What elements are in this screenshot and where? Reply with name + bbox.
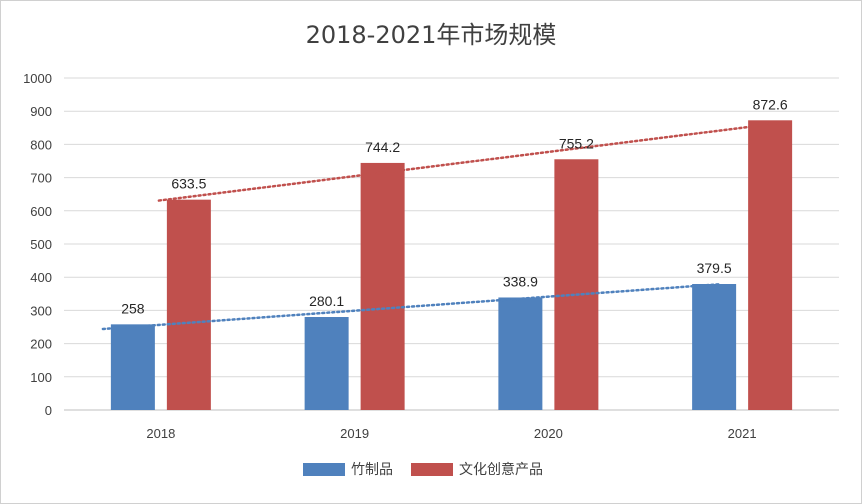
data-label: 338.9 (503, 273, 538, 289)
trendline-bamboo (101, 282, 722, 331)
trendline-cultural (157, 122, 778, 202)
bars (110, 120, 793, 410)
x-tick-label: 2021 (728, 426, 757, 441)
chart-title: 2018-2021年市场规模 (306, 21, 557, 49)
y-tick-label: 1000 (23, 71, 52, 86)
trendlines (101, 122, 778, 331)
x-tick-label: 2020 (534, 426, 563, 441)
legend-swatch (411, 463, 453, 476)
x-axis-ticks: 2018 2019 2020 2021 (146, 426, 756, 441)
bar-cultural-2021 (748, 120, 793, 410)
y-tick-label: 800 (30, 137, 52, 152)
y-tick-label: 500 (30, 237, 52, 252)
bar-bamboo-2020 (498, 297, 543, 410)
y-axis-ticks: 0 100 200 300 400 500 600 700 800 900 1000 (23, 71, 52, 418)
bar-bamboo-2021 (692, 284, 737, 410)
y-tick-label: 100 (30, 370, 52, 385)
data-label: 872.6 (753, 96, 788, 112)
data-label: 633.5 (171, 176, 206, 192)
y-tick-label: 600 (30, 204, 52, 219)
y-tick-label: 900 (30, 104, 52, 119)
data-label: 755.2 (559, 135, 594, 151)
y-tick-label: 300 (30, 303, 52, 318)
bar-bamboo-2018 (110, 324, 155, 410)
y-tick-label: 700 (30, 171, 52, 186)
legend-label: 文化创意产品 (459, 461, 543, 478)
y-tick-label: 400 (30, 270, 52, 285)
bar-bamboo-2019 (304, 317, 349, 410)
data-label: 258 (121, 300, 145, 316)
legend-label: 竹制品 (351, 462, 393, 478)
x-tick-label: 2018 (146, 426, 175, 441)
x-tick-label: 2019 (340, 426, 369, 441)
data-labels: 258 633.5 280.1 744.2 338.9 755.2 379.5 872.6 (121, 96, 788, 316)
legend-swatch (303, 463, 345, 476)
bar-cultural-2019 (360, 162, 405, 410)
data-label: 379.5 (697, 260, 732, 276)
legend: 竹制品 文化创意产品 (303, 461, 543, 478)
y-tick-label: 0 (45, 403, 52, 418)
data-label: 280.1 (309, 293, 344, 309)
bar-cultural-2018 (166, 199, 211, 410)
bar-cultural-2020 (554, 159, 599, 410)
data-label: 744.2 (365, 139, 400, 155)
y-tick-label: 200 (30, 337, 52, 352)
